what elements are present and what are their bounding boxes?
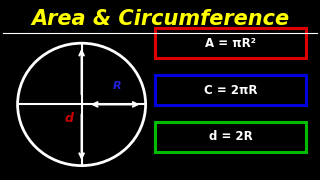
Text: Area & Circumference: Area & Circumference (31, 9, 289, 29)
Text: d: d (64, 112, 73, 125)
FancyBboxPatch shape (155, 75, 306, 105)
Text: A = πR²: A = πR² (205, 37, 256, 50)
Text: C = 2πR: C = 2πR (204, 84, 257, 96)
FancyBboxPatch shape (155, 122, 306, 152)
FancyBboxPatch shape (155, 28, 306, 58)
Text: d = 2R: d = 2R (209, 130, 252, 143)
Text: R: R (113, 81, 121, 91)
